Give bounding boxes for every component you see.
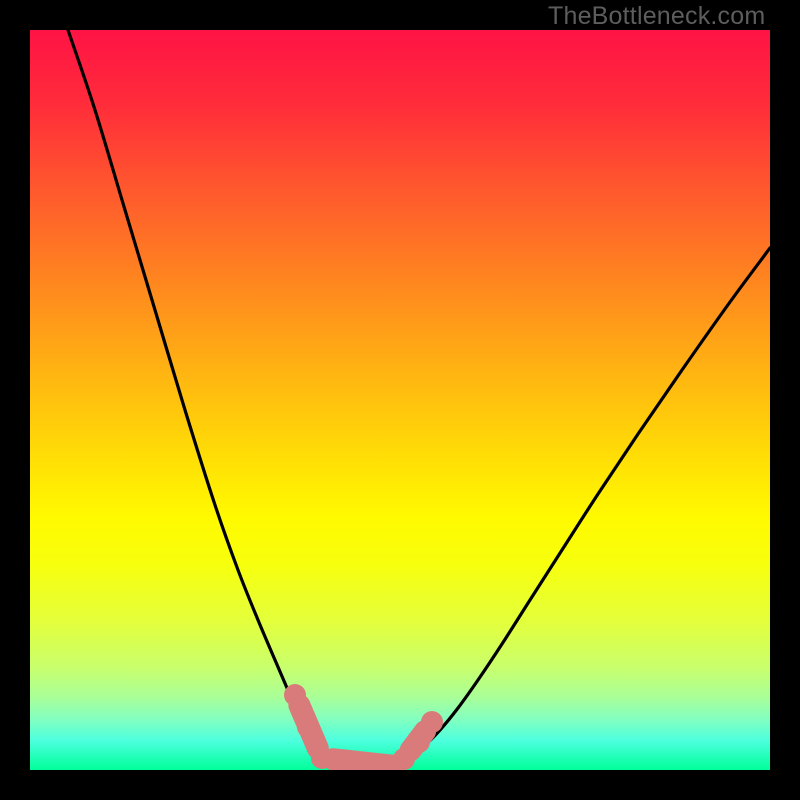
plot-area (30, 30, 770, 770)
watermark-text: TheBottleneck.com (548, 2, 765, 31)
highlight-dot (393, 748, 415, 770)
highlight-dot (284, 684, 306, 706)
highlight-dot (311, 747, 333, 769)
chart-frame: TheBottleneck.com (0, 0, 800, 800)
highlight-dot (421, 711, 443, 733)
highlight-dot (408, 731, 430, 753)
highlight-dot (297, 716, 319, 738)
markers-layer (30, 30, 770, 770)
